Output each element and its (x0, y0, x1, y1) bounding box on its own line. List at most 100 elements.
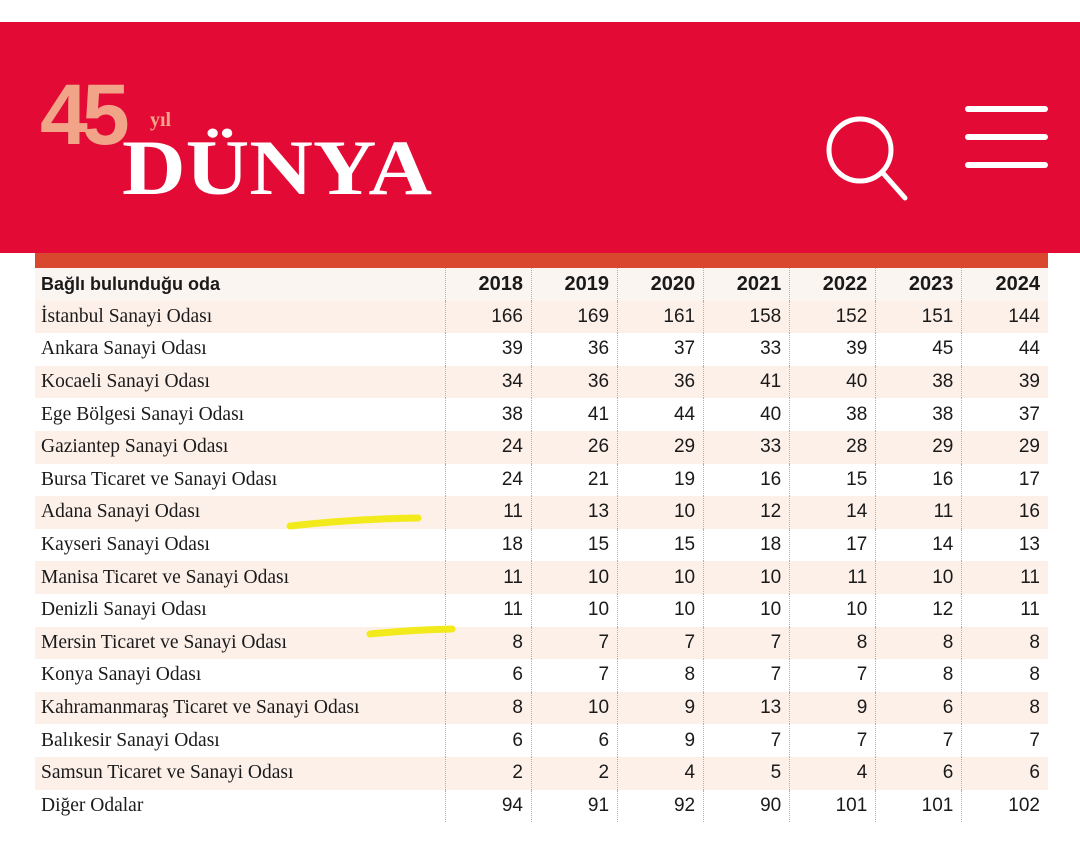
row-name: Kocaeli Sanayi Odası (35, 365, 446, 399)
cell-value: 14 (789, 496, 876, 529)
cell-value: 17 (961, 463, 1048, 497)
cell-value: 11 (961, 561, 1048, 594)
cell-value: 8 (875, 626, 962, 660)
cell-value: 5 (703, 756, 790, 790)
cell-value: 8 (617, 659, 704, 692)
cell-value: 7 (789, 659, 876, 692)
cell-value: 13 (530, 496, 618, 529)
cell-value: 11 (961, 593, 1048, 627)
cell-value: 19 (617, 463, 704, 497)
table-row: İstanbul Sanayi Odası 166 169 161 158 152 151 1… (35, 300, 1048, 334)
cell-value: 37 (617, 333, 704, 366)
cell-value: 11 (789, 561, 876, 594)
cell-value: 33 (703, 333, 790, 366)
logo-name: DÜNYA (122, 124, 432, 211)
cell-value: 7 (961, 724, 1048, 757)
cell-value: 38 (789, 398, 876, 431)
column-header: 2021 (703, 268, 790, 301)
table-row: Diğer Odalar 94 91 92 90 101 101 102 (35, 789, 1048, 823)
cell-value: 41 (703, 365, 790, 399)
cell-value: 38 (875, 398, 962, 431)
cell-value: 18 (703, 528, 790, 562)
cell-value: 92 (617, 789, 704, 823)
cell-value: 36 (530, 333, 618, 366)
column-header: 2020 (617, 268, 704, 301)
cell-value: 2 (530, 756, 618, 790)
cell-value: 7 (789, 724, 876, 757)
row-name: Ege Bölgesi Sanayi Odası (41, 403, 245, 425)
cell-value: 10 (617, 561, 704, 594)
cell-value: 8 (875, 659, 962, 692)
cell-value: 38 (875, 365, 962, 399)
cell-value: 11 (444, 561, 532, 594)
cell-value: 15 (789, 463, 876, 497)
row-name: Kayseri Sanayi Odası (41, 534, 210, 556)
cell-value: 16 (875, 463, 962, 497)
data-table: Bağlı bulunduğu oda 2018 2019 2020 2021 2022 2… (35, 268, 1048, 823)
cell-value: 7 (703, 659, 790, 692)
header-row: Bağlı bulunduğu oda 2018 2019 2020 2021 2022 2… (35, 268, 1048, 301)
cell-value: 4 (789, 756, 876, 790)
cell-value: 8 (961, 659, 1048, 692)
cell-value: 11 (444, 593, 532, 627)
cell-value: 6 (875, 691, 962, 725)
cell-value: 39 (961, 365, 1048, 399)
table-row: Adana Sanayi Odası 11 13 10 12 14 11 16 (35, 496, 1048, 529)
cell-value: 24 (444, 430, 532, 464)
cell-value: 10 (530, 691, 618, 725)
cell-value: 44 (961, 333, 1048, 366)
row-name: Konya Sanayi Odası (41, 664, 202, 686)
cell-value: 39 (789, 333, 876, 366)
cell-value: 10 (703, 593, 790, 627)
cell-value: 28 (789, 430, 876, 464)
cell-value: 10 (617, 593, 704, 627)
cell-value: 39 (444, 333, 532, 366)
search-icon[interactable] (826, 116, 908, 201)
table-row: Kahramanmaraş Ticaret ve Sanayi Odası 8 10… (35, 691, 1048, 725)
cell-value: 6 (875, 756, 962, 790)
cell-value: 29 (875, 430, 962, 464)
cell-value: 45 (875, 333, 962, 366)
cell-value: 8 (961, 626, 1048, 660)
table-row: Balıkesir Sanayi Odası 6 6 9 7 7 7 7 (35, 724, 1048, 757)
cell-value: 101 (789, 789, 876, 823)
cell-value: 10 (530, 561, 618, 594)
cell-value: 7 (703, 724, 790, 757)
table-row: Mersin Ticaret ve Sanayi Odası 8 7 7 7 8 8 8 (35, 626, 1048, 660)
cell-value: 41 (530, 398, 618, 431)
cell-value: 18 (444, 528, 532, 562)
cell-value: 13 (961, 528, 1048, 562)
cell-value: 144 (961, 300, 1048, 334)
row-name: Manisa Ticaret ve Sanayi Odası (35, 561, 446, 594)
table-row: Ankara Sanayi Odası 39 36 37 33 39 45 44 (35, 333, 1048, 366)
cell-value: 9 (789, 691, 876, 725)
cell-value: 10 (617, 496, 704, 529)
cell-value: 7 (703, 626, 790, 660)
cell-value: 9 (617, 691, 704, 725)
cell-value: 16 (961, 496, 1048, 529)
table-title-bar (35, 253, 1048, 268)
cell-value: 6 (961, 756, 1048, 790)
cell-value: 10 (789, 593, 876, 627)
cell-value: 7 (617, 626, 704, 660)
cell-value: 29 (961, 430, 1048, 464)
cell-value: 8 (444, 691, 532, 725)
cell-value: 40 (789, 365, 876, 399)
cell-value: 8 (444, 626, 532, 660)
header-graphics: 45 yıl DÜNYA (40, 67, 1048, 211)
cell-value: 10 (530, 593, 618, 627)
row-name: Balıkesir Sanayi Odası (41, 729, 220, 751)
cell-value: 34 (444, 365, 532, 399)
menu-icon[interactable] (965, 106, 1048, 168)
cell-value: 102 (961, 789, 1048, 823)
cell-value: 14 (875, 528, 962, 562)
cell-value: 169 (530, 300, 618, 334)
cell-value: 36 (617, 365, 704, 399)
cell-value: 166 (444, 300, 532, 334)
table-row: Kayseri Sanayi Odası 18 15 15 18 17 14 13 (35, 528, 1048, 562)
row-name: Kahramanmaraş Ticaret ve Sanayi Odası (35, 691, 446, 725)
cell-value: 4 (617, 756, 704, 790)
row-name: İstanbul Sanayi Odası (35, 300, 446, 334)
cell-value: 44 (617, 398, 704, 431)
cell-value: 152 (789, 300, 876, 334)
